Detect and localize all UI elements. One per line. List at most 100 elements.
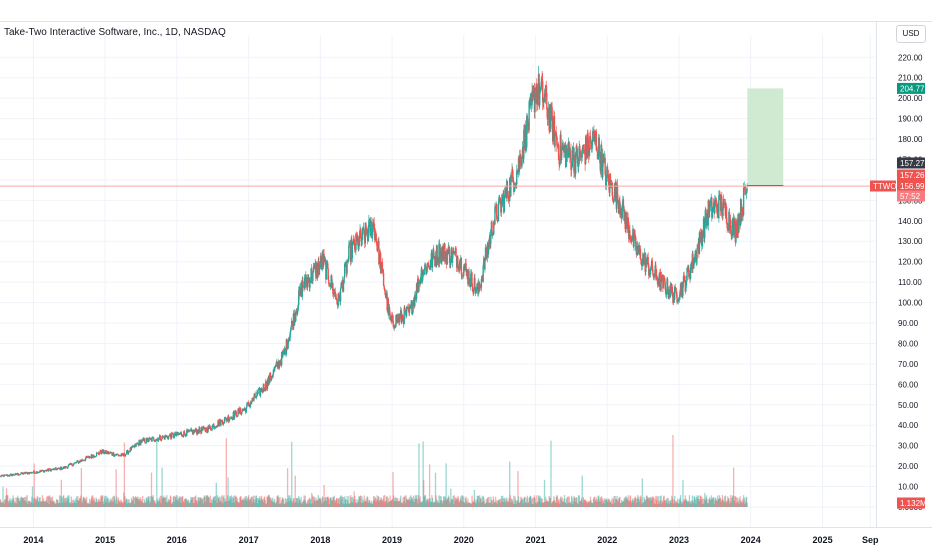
candle-body [227, 415, 230, 422]
volume-bar [673, 499, 675, 507]
candle-body [699, 232, 701, 234]
volume-bar [392, 472, 394, 507]
volume-bar [472, 500, 474, 507]
volume-bar [253, 502, 256, 507]
volume-bar [469, 503, 471, 507]
volume-bar [445, 463, 447, 507]
volume-bar [82, 497, 84, 507]
volume-bar [390, 500, 392, 507]
volume-bar [306, 500, 309, 507]
currency-button[interactable]: USD [896, 25, 926, 43]
volume-bar [644, 501, 646, 507]
volume-bar [438, 502, 441, 507]
volume-bar [736, 502, 738, 507]
volume-bar [449, 503, 451, 507]
candle-body [25, 473, 27, 474]
profit-target-zone [747, 88, 784, 186]
volume-bar [697, 495, 699, 507]
volume-bar [612, 499, 615, 507]
volume-bar [58, 502, 60, 507]
volume-bar [521, 500, 523, 507]
volume-bar [70, 501, 72, 507]
candle-body [146, 437, 149, 439]
volume-bar [555, 496, 557, 507]
candle-body [275, 361, 278, 366]
volume-bar [644, 498, 646, 507]
volume-bar [555, 503, 557, 507]
volume-bar [101, 495, 104, 507]
volume-bar [473, 502, 475, 507]
candle-body [320, 256, 322, 262]
volume-bar [330, 497, 332, 507]
volume-bar [704, 500, 707, 507]
volume-bar [575, 501, 577, 507]
candle-body [663, 278, 666, 283]
volume-bar [23, 499, 25, 507]
candle-body [312, 272, 314, 282]
volume-bar [111, 496, 114, 507]
volume-bar [671, 495, 673, 507]
candle-body [1, 474, 4, 476]
candle-body [249, 402, 252, 407]
volume-bar [186, 501, 189, 507]
volume-bar [667, 503, 669, 507]
volume-bar [478, 502, 480, 507]
x-tick-label: 2018 [310, 535, 330, 545]
candle-body [501, 194, 504, 205]
volume-bar [15, 497, 17, 507]
volume-bar [544, 501, 546, 507]
volume-bar [304, 500, 306, 507]
candle-body [421, 276, 424, 282]
volume-bar [454, 498, 457, 507]
candle-body [418, 280, 420, 292]
volume-bar [525, 502, 527, 507]
volume-bar [222, 496, 225, 507]
volume-bar [566, 497, 569, 507]
volume-bar [329, 497, 332, 507]
volume-bar [164, 496, 167, 507]
volume-bar [270, 500, 272, 507]
volume-bar [344, 496, 346, 507]
volume-bar [718, 495, 721, 507]
volume-bar [690, 503, 692, 507]
volume-bar [405, 498, 408, 507]
candle-body [506, 180, 509, 198]
volume-bar [295, 497, 298, 507]
volume-bar [96, 499, 98, 507]
volume-bar [715, 500, 718, 507]
volume-bar [729, 501, 731, 507]
volume-bar [436, 502, 438, 507]
volume-bar [636, 498, 638, 507]
volume-bar [533, 495, 536, 507]
candle-body [222, 421, 224, 425]
volume-bar [225, 438, 227, 507]
volume-bar [81, 503, 83, 507]
volume-bar [550, 440, 552, 507]
candle-body [485, 247, 487, 259]
candle-body [420, 277, 422, 285]
volume-bar [689, 503, 691, 507]
volume-bar [181, 496, 183, 507]
volume-bar [504, 502, 507, 507]
volume-bar [241, 499, 243, 507]
volume-bar [431, 498, 434, 507]
candle-body [685, 280, 688, 286]
volume-badge: 1.132M [897, 497, 927, 509]
volume-bar [3, 503, 5, 507]
candle-body [167, 435, 170, 439]
candle-body [291, 321, 293, 324]
candle-body [640, 259, 642, 265]
volume-bar [404, 503, 407, 507]
candle-body [240, 412, 243, 415]
open-price-badge: 157.26 [897, 169, 925, 181]
volume-bar [380, 498, 382, 507]
volume-bar [281, 497, 283, 507]
volume-bar [252, 499, 255, 507]
candle-body [382, 272, 385, 286]
volume-bar [393, 501, 395, 507]
volume-bar [605, 500, 607, 507]
candle-body [712, 208, 714, 211]
volume-bar [265, 503, 267, 507]
candle-body [203, 426, 205, 428]
